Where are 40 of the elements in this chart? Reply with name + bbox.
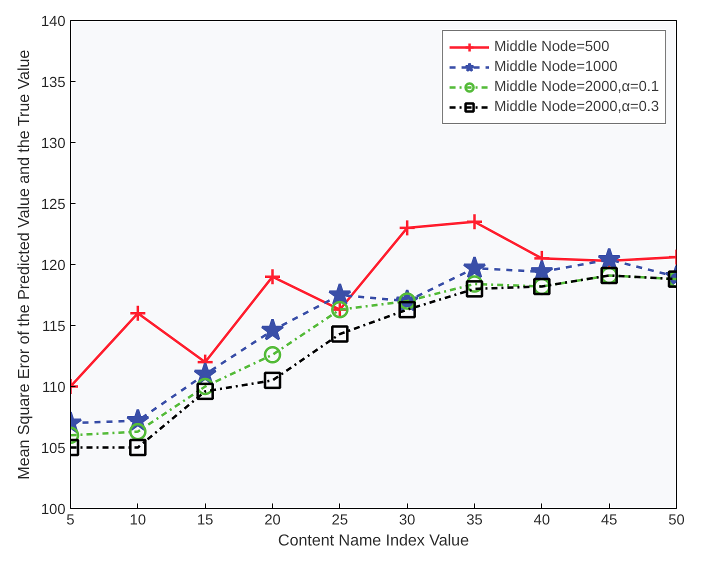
x-tick-label: 15	[197, 512, 214, 528]
x-tick-label: 30	[399, 512, 416, 528]
legend-label: Middle Node=500	[494, 39, 610, 55]
point	[466, 213, 484, 231]
x-tick-label: 45	[601, 512, 618, 528]
point	[328, 282, 352, 306]
point	[264, 346, 282, 364]
y-tick-label: 120	[41, 258, 66, 274]
y-tick-label: 125	[41, 197, 66, 213]
legend-label: Middle Node=2000,α=0.3	[494, 99, 659, 115]
x-tick-label: 25	[332, 512, 348, 528]
y-tick-label: 100	[41, 502, 66, 518]
point	[196, 382, 214, 400]
x-tick-label: 50	[668, 512, 685, 528]
point	[129, 422, 147, 440]
point	[264, 372, 282, 390]
point	[129, 304, 147, 322]
point	[462, 256, 486, 278]
y-tick-label: 115	[42, 319, 66, 335]
y-tick-label: 130	[41, 136, 66, 152]
y-tick-label: 140	[41, 14, 66, 30]
point	[466, 280, 484, 298]
legend-label: Middle Node=2000,α=0.1	[494, 79, 659, 95]
y-tick-label: 135	[41, 75, 66, 91]
point	[398, 300, 416, 318]
x-tick-label: 20	[264, 512, 281, 528]
y-tick-label: 110	[42, 380, 66, 396]
x-tick-label: 5	[66, 512, 75, 528]
y-axis-title: Mean Square Eror of the Predicted Value and the True Value	[16, 50, 34, 480]
point	[331, 325, 349, 343]
point	[398, 219, 416, 237]
legend-label: Middle Node=1000	[494, 59, 618, 75]
x-tick-label: 10	[130, 512, 146, 528]
x-axis-title: Content Name Index Value	[278, 532, 470, 550]
y-tick-label: 105	[41, 441, 66, 457]
point	[260, 318, 284, 341]
x-tick-label: 40	[534, 512, 550, 528]
point	[129, 438, 147, 456]
point	[264, 268, 282, 286]
x-tick-label: 35	[466, 512, 483, 528]
